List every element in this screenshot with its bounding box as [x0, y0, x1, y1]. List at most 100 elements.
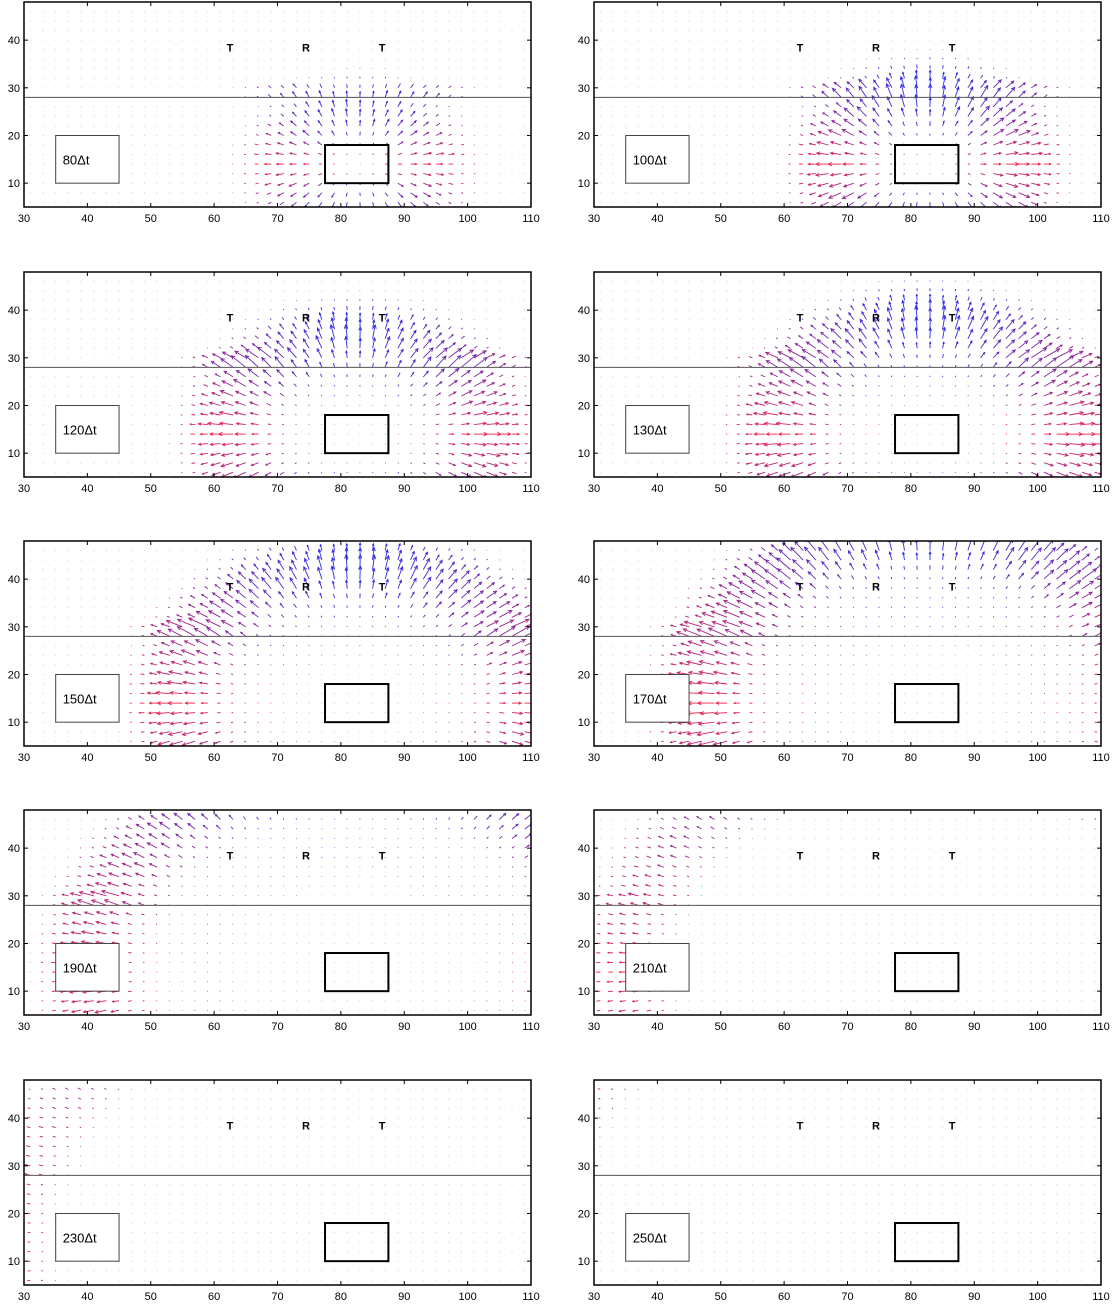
- vector-arrow: [435, 132, 442, 136]
- vector-arrow: [333, 84, 335, 88]
- vector-arrow: [295, 308, 297, 311]
- vector-dot: [486, 290, 488, 292]
- vector-arrow: [858, 328, 867, 339]
- vector-arrowhead: [427, 338, 432, 343]
- vector-dot: [219, 300, 222, 302]
- vector-arrow: [384, 109, 389, 117]
- vector-dot: [93, 357, 95, 359]
- vector-dot: [524, 309, 526, 311]
- vector-arrow: [836, 314, 842, 320]
- vector-arrow: [1043, 317, 1047, 321]
- vector-arrow: [317, 327, 323, 339]
- vector-arrow: [1031, 84, 1037, 89]
- vector-arrow: [499, 347, 501, 349]
- vector-dot: [751, 319, 754, 321]
- vector-dot: [751, 144, 754, 146]
- vector-arrow: [169, 650, 183, 656]
- vector-arrow: [967, 66, 970, 69]
- vector-arrow: [846, 201, 855, 207]
- vector-dot: [524, 182, 526, 184]
- vector-arrow: [307, 394, 310, 397]
- vector-dot: [181, 309, 183, 311]
- vector-arrow: [219, 422, 234, 426]
- vector-dot: [181, 30, 183, 32]
- vector-dot: [777, 115, 779, 117]
- vector-dot: [232, 290, 234, 292]
- vector-arrowhead: [822, 83, 826, 87]
- vector-dot: [625, 106, 627, 108]
- vector-dot: [625, 201, 627, 203]
- vector-arrowhead: [181, 680, 187, 685]
- vector-dot: [688, 20, 690, 22]
- vector-dot: [42, 578, 44, 580]
- vector-dot: [42, 559, 44, 561]
- vector-arrowhead: [453, 402, 457, 405]
- vector-dot: [1081, 115, 1083, 117]
- vector-arrowhead: [902, 71, 905, 75]
- vector-arrowhead: [1075, 381, 1081, 385]
- vector-dot: [29, 385, 31, 387]
- vector-arrow: [192, 586, 196, 590]
- vector-arrowhead: [291, 370, 295, 374]
- vector-arrow: [268, 85, 272, 89]
- vector-dot: [625, 357, 627, 359]
- vector-arrow: [268, 624, 272, 628]
- vector-arrow: [397, 327, 404, 339]
- vector-arrowhead: [208, 600, 214, 605]
- vector-arrowhead: [440, 339, 445, 344]
- vector-arrowhead: [386, 130, 389, 133]
- vector-arrow: [315, 335, 323, 349]
- vector-arrow: [198, 731, 208, 735]
- vector-arrowhead: [332, 543, 335, 547]
- vector-arrow: [992, 374, 996, 378]
- vector-dot: [726, 309, 728, 311]
- vector-dot: [308, 58, 310, 60]
- vector-dot: [827, 20, 830, 22]
- vector-arrow: [385, 173, 388, 176]
- vector-arrow: [332, 173, 335, 175]
- vector-arrow: [967, 142, 971, 146]
- vector-dot: [232, 58, 234, 60]
- vector-arrowhead: [792, 442, 797, 447]
- vector-arrowhead: [264, 463, 268, 466]
- vector-arrowhead: [234, 442, 239, 447]
- vector-arrowhead: [515, 403, 519, 406]
- vector-dot: [599, 385, 601, 387]
- vector-arrow: [1069, 452, 1084, 457]
- vector-arrow: [289, 566, 297, 580]
- vector-dot: [156, 49, 158, 51]
- vector-dot: [511, 77, 513, 79]
- vector-dot: [143, 569, 145, 571]
- vector-arrowhead: [1048, 172, 1052, 176]
- vector-arrow: [877, 66, 880, 69]
- vector-dot: [93, 290, 95, 292]
- x-tick-label: 100: [1028, 213, 1046, 225]
- vector-arrow: [372, 192, 375, 197]
- vector-arrow: [448, 326, 452, 330]
- vector-arrow: [473, 401, 486, 406]
- vector-dot: [751, 163, 754, 165]
- vector-dot: [701, 68, 703, 70]
- vector-dot: [1056, 280, 1058, 283]
- vector-dot: [739, 192, 741, 194]
- vector-arrowhead: [843, 107, 849, 112]
- vector-arrow: [846, 81, 855, 89]
- vector-arrowhead: [306, 313, 309, 317]
- vector-arrow: [279, 201, 285, 206]
- vector-arrow: [448, 462, 456, 466]
- vector-dot: [67, 328, 69, 330]
- vector-arrowhead: [928, 293, 932, 297]
- vector-dot: [219, 106, 222, 108]
- vector-arrowhead: [219, 598, 225, 604]
- vector-dot: [942, 424, 944, 426]
- vector-arrow: [838, 471, 842, 475]
- vector-arrowhead: [1008, 360, 1012, 365]
- vector-arrowhead: [969, 340, 973, 344]
- source-box: [894, 144, 960, 185]
- y-tick-label: 30: [8, 83, 20, 95]
- vector-arrow: [269, 318, 272, 320]
- vector-arrow: [188, 603, 196, 609]
- vector-arrow: [1031, 381, 1039, 387]
- vector-arrowhead: [385, 312, 388, 316]
- vector-arrowhead: [872, 327, 877, 332]
